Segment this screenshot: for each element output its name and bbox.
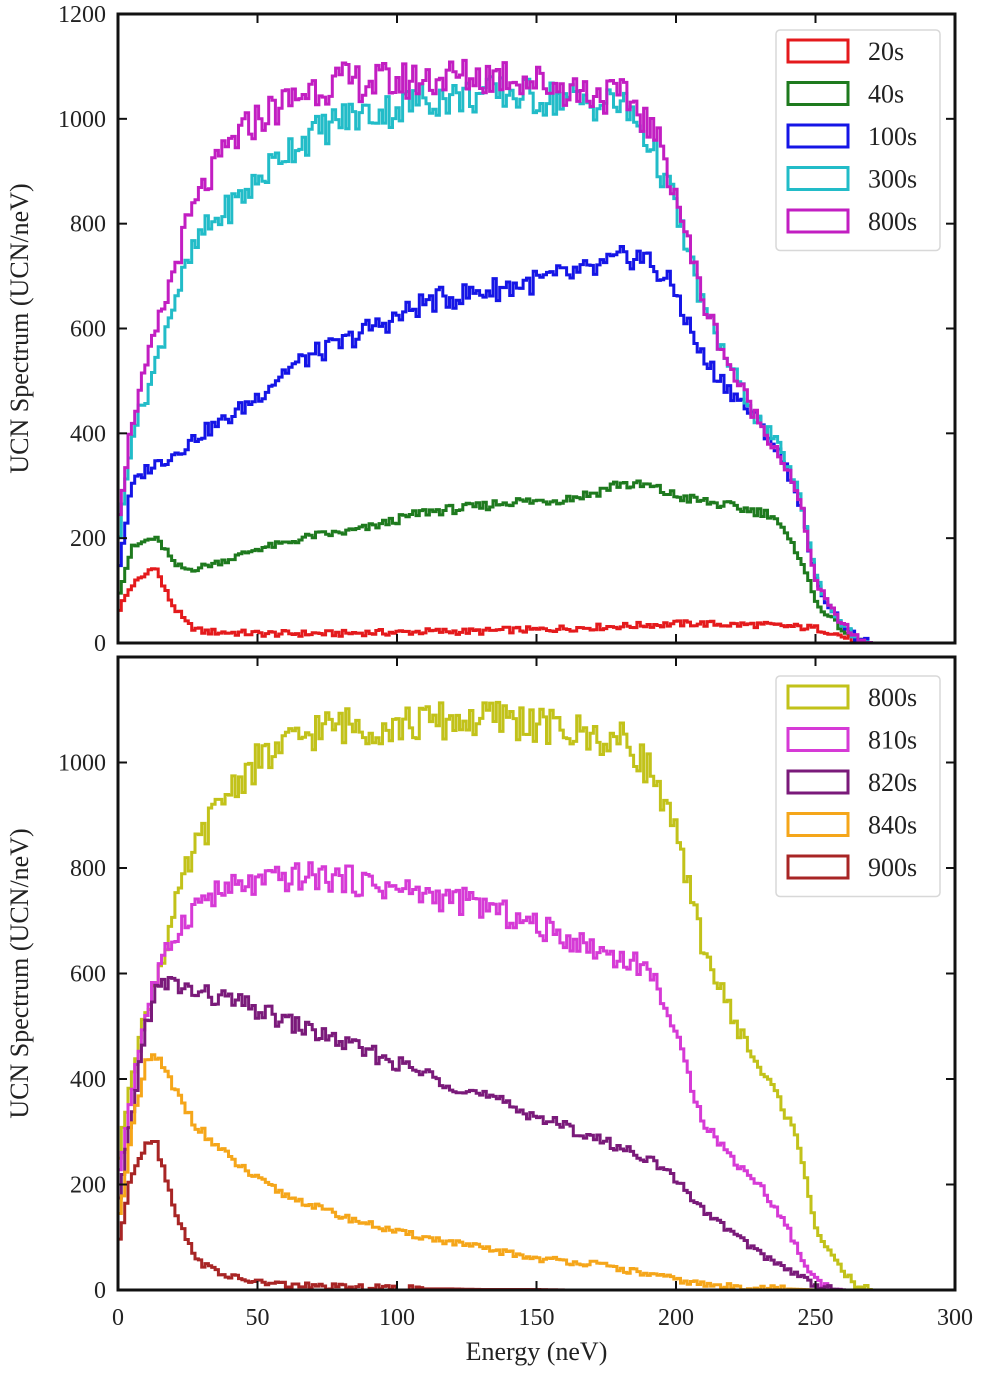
legend-label-810s: 810s: [868, 726, 917, 755]
legend-label-800s: 800s: [868, 683, 917, 712]
series-line-900s: [118, 1140, 872, 1292]
legend-label-800s: 800s: [868, 207, 917, 236]
legend-label-40s: 40s: [868, 80, 904, 109]
y-tick-label: 200: [70, 1173, 106, 1199]
y-axis-label: UCN Spectrum (UCN/neV): [5, 183, 34, 473]
legend-label-300s: 300s: [868, 165, 917, 194]
legend-swatch-840s: [786, 812, 850, 837]
x-tick-label: 100: [379, 1305, 415, 1331]
series-line-840s: [118, 1053, 872, 1292]
legend-swatch-300s: [786, 166, 850, 191]
y-tick-label: 1000: [58, 107, 106, 133]
x-tick-label: 50: [246, 1305, 270, 1331]
y-tick-label: 800: [70, 856, 106, 882]
series-line-20s: [118, 567, 873, 645]
y-tick-label: 1000: [58, 751, 106, 777]
series-line-810s: [118, 861, 872, 1292]
bottom-panel: 0 50 100 150 200 250 300 0 200 400 600 800 1000 UCN S…: [5, 655, 973, 1366]
series-line-40s: [118, 479, 873, 645]
legend: 800s 810s 820s 840s 900s: [775, 675, 941, 898]
legend-label-20s: 20s: [868, 37, 904, 66]
legend-label-900s: 900s: [868, 853, 917, 882]
x-tick-label: 200: [658, 1305, 694, 1331]
legend-label-840s: 840s: [868, 811, 917, 840]
y-tick-label: 0: [94, 631, 106, 657]
legend-swatch-810s: [786, 727, 850, 752]
legend-swatch-900s: [786, 854, 850, 880]
x-axis-label: Energy (neV): [466, 1337, 608, 1366]
y-tick-label: 400: [70, 421, 106, 447]
y-tick-label: 0: [94, 1278, 106, 1304]
legend-swatch-100s: [786, 123, 850, 149]
series-line-800s: [118, 700, 873, 1291]
y-axis-label: UCN Spectrum (UCN/neV): [5, 828, 34, 1118]
x-tick-label: 150: [519, 1305, 555, 1331]
legend-swatch-820s: [786, 769, 850, 795]
legend-label-820s: 820s: [868, 768, 917, 797]
x-tick-label: 0: [112, 1305, 124, 1331]
x-tick-label: 300: [937, 1305, 973, 1331]
series-line-300s: [118, 75, 873, 644]
series-line-100s: [118, 245, 873, 644]
legend: 20s 40s 100s 300s 800s: [775, 29, 941, 252]
legend-swatch-800s: [786, 208, 850, 234]
y-tick-label: 400: [70, 1067, 106, 1093]
legend-swatch-20s: [786, 38, 850, 64]
legend-box: [775, 29, 941, 252]
series-line-800s: [118, 58, 873, 645]
legend-swatch-40s: [786, 81, 850, 106]
y-tick-label: 600: [70, 962, 106, 988]
top-panel: 0 200 400 600 800 1000 1200 UCN Spectrum (UCN/n…: [5, 2, 957, 657]
y-tick-label: 1200: [58, 2, 106, 28]
y-tick-label: 200: [70, 526, 106, 552]
y-tick-label: 600: [70, 317, 106, 343]
x-tick-label: 250: [798, 1305, 834, 1331]
legend-box: [775, 675, 941, 898]
legend-swatch-800s: [786, 684, 850, 710]
legend-label-100s: 100s: [868, 122, 917, 151]
y-tick-label: 800: [70, 212, 106, 238]
series-line-820s: [118, 976, 872, 1292]
